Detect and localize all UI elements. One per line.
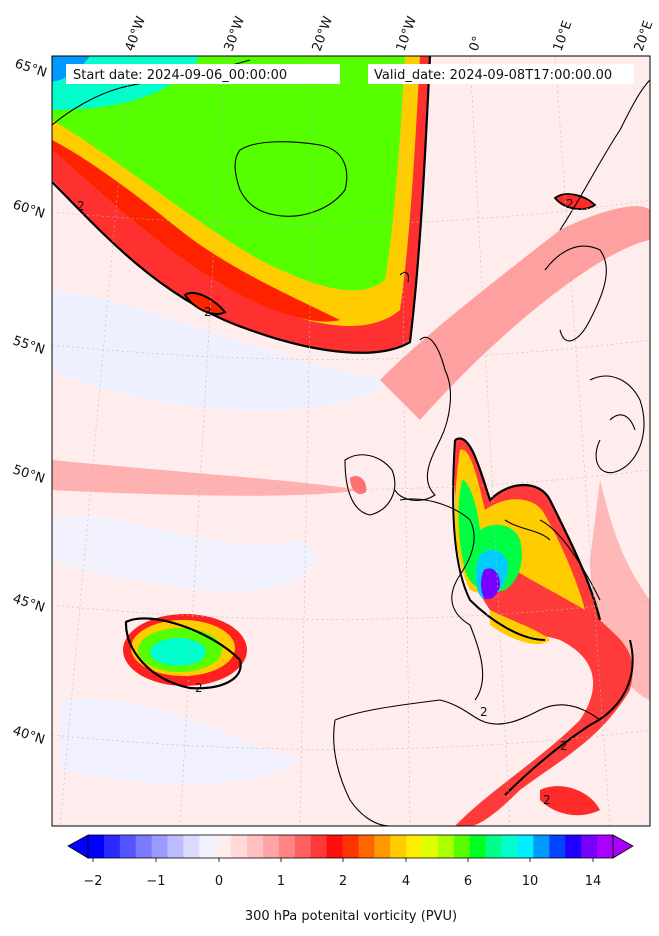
low-pv-band-mid	[52, 515, 316, 592]
pv2-contour-trough	[52, 56, 432, 354]
colorbar-cell	[135, 835, 153, 858]
colorbar-cell	[390, 835, 407, 858]
colorbar-cell	[263, 835, 280, 858]
lat-label: 55°N	[11, 334, 47, 358]
colorbar-tick-label: 0	[215, 874, 223, 889]
colorbar-cell	[88, 835, 105, 858]
colorbar-cell	[310, 835, 328, 858]
coastlines	[52, 59, 650, 826]
cutoff-low-cyan	[150, 638, 206, 666]
low-pv-band-atlantic	[52, 290, 390, 411]
map-plot-area: 2 2 2 2 2 2 2 Start date: 2024-09-06_00:…	[52, 56, 650, 826]
pv-streak-50n	[52, 460, 360, 496]
colorbar-tick-label: 14	[585, 874, 602, 889]
contour-label-5: 2	[480, 705, 488, 719]
colorbar-tick-label: 10	[522, 874, 539, 889]
colorbar-cell	[517, 835, 534, 858]
colorbar-cell	[485, 835, 503, 858]
colorbar-cell	[533, 835, 550, 858]
lat-label: 65°N	[13, 57, 49, 81]
colorbar-cell	[406, 835, 423, 858]
colorbar-cell	[247, 835, 264, 858]
colorbar-tick-label: 2	[339, 874, 347, 889]
lon-label: 10°E	[551, 19, 576, 54]
colorbar-cell	[183, 835, 200, 858]
lat-label: 50°N	[11, 463, 47, 487]
colorbar-cell	[167, 835, 184, 858]
colorbar-cell	[581, 835, 598, 858]
lat-label: 60°N	[11, 198, 47, 222]
colorbar-max-extend	[612, 834, 634, 859]
pv-trough-red-edge	[52, 140, 340, 322]
longitude-labels: 40°W 30°W 20°W 10°W 0° 10°E 20°E	[123, 14, 657, 53]
colorbar-cell	[438, 835, 455, 858]
colorbar-cell	[215, 835, 232, 858]
colorbar-cell	[326, 835, 343, 858]
colorbar-tick-label: 1	[277, 874, 285, 889]
contour-label-3: 2	[566, 197, 574, 211]
start-date-label: Start date: 2024-09-06_00:00:00	[73, 68, 287, 83]
lon-label: 20°W	[310, 14, 336, 53]
pv2-contour-small	[183, 292, 227, 315]
colorbar-cell	[597, 835, 614, 858]
pv-patch-se	[540, 786, 600, 816]
colorbar-cell	[501, 835, 518, 858]
colorbar-cell	[294, 835, 312, 858]
contour-label-4: 2	[195, 681, 203, 695]
colorbar-cell	[358, 835, 375, 858]
lon-label: 30°W	[222, 14, 248, 53]
colorbar-tick-label: −2	[83, 874, 102, 889]
pv-trough-green	[52, 56, 405, 291]
graticule	[52, 56, 650, 826]
pv2-contour-streamer-s	[504, 639, 634, 796]
pv-streak-east	[590, 480, 650, 700]
contour-label-2: 2	[204, 305, 212, 319]
contour-label-1: 2	[77, 199, 85, 213]
colorbar-cells	[88, 835, 614, 858]
start-date-box	[66, 64, 340, 84]
contour-label-7: 2	[543, 793, 551, 807]
colorbar-cell	[469, 835, 487, 858]
colorbar-cell	[151, 835, 168, 858]
colorbar-cell	[231, 835, 248, 858]
colorbar-cell	[422, 835, 439, 858]
map-frame	[51, 55, 651, 827]
colorbar-cell	[565, 835, 582, 858]
lat-label: 45°N	[11, 592, 47, 616]
lon-label: 0°	[467, 34, 486, 53]
colorbar-cell	[278, 835, 296, 858]
colorbar-frame	[87, 834, 614, 859]
colorbar-cell	[199, 835, 216, 858]
colorbar-caption: 300 hPa potenital vorticity (PVU)	[245, 909, 457, 924]
streamer-tongue	[490, 610, 550, 645]
lon-label: 20°E	[632, 19, 657, 54]
low-pv-band-south	[60, 698, 300, 784]
contour-label-6: 2	[560, 739, 568, 753]
colorbar-cell	[342, 835, 359, 858]
pv-streak-north-sea	[380, 206, 650, 420]
streamer-core	[481, 568, 500, 600]
colorbar-tick-label: 4	[402, 874, 410, 889]
colorbar-cell	[119, 835, 137, 858]
colorbar-cell	[549, 835, 566, 858]
colorbar-cell	[374, 835, 391, 858]
colorbar-tick-label: −1	[146, 874, 165, 889]
colorbar-cell	[103, 835, 121, 858]
latitude-labels: 65°N 60°N 55°N 50°N 45°N 40°N	[11, 57, 49, 748]
colorbar-ticks: −2 −1 0 1 2 4 6 10 14	[83, 858, 601, 889]
colorbar-min-extend	[67, 834, 89, 859]
valid-date-label: Valid_date: 2024-09-08T17:00:00.00	[374, 68, 612, 83]
pv2-contour-streamer-w	[452, 439, 546, 641]
lon-label: 10°W	[394, 14, 420, 53]
pv2-contour-cutoff	[124, 617, 242, 690]
colorbar: −2 −1 0 1 2 4 6 10 14 300 hPa potenital …	[67, 834, 634, 924]
lon-label: 40°W	[123, 14, 149, 53]
colorbar-tick-label: 6	[464, 874, 472, 889]
valid-date-box	[368, 64, 634, 84]
lat-label: 40°N	[11, 724, 47, 748]
colorbar-cell	[453, 835, 471, 858]
